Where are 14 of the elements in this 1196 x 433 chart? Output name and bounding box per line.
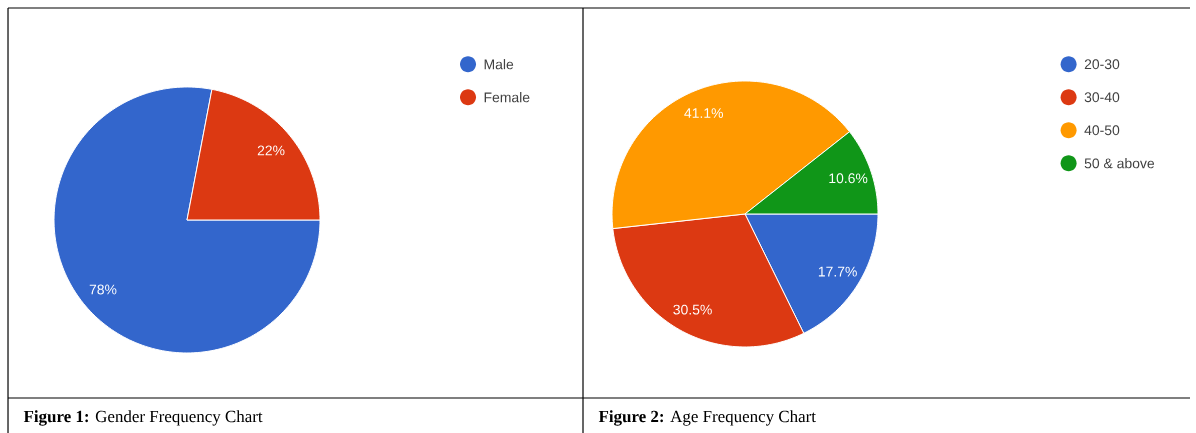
data-label: 17.7%: [818, 266, 857, 277]
data-label: 10.6%: [829, 173, 868, 184]
legend-label: 50 & above: [1084, 158, 1155, 169]
legend-label: 30-40: [1084, 92, 1120, 103]
legend-label: Male: [484, 59, 514, 70]
data-label: 30.5%: [673, 304, 712, 315]
text: Figure 2: Age Frequency Chart: [598, 410, 816, 426]
data-label: 78%: [89, 284, 117, 295]
data-label: 41.1%: [684, 108, 723, 118]
legend-label: Female: [484, 92, 530, 103]
text: Figure 1: Gender Frequency Chart: [23, 410, 263, 426]
legend-label: 20-30: [1084, 59, 1120, 70]
legend-label: 40-50: [1084, 125, 1120, 136]
data-label: 22%: [257, 145, 285, 156]
